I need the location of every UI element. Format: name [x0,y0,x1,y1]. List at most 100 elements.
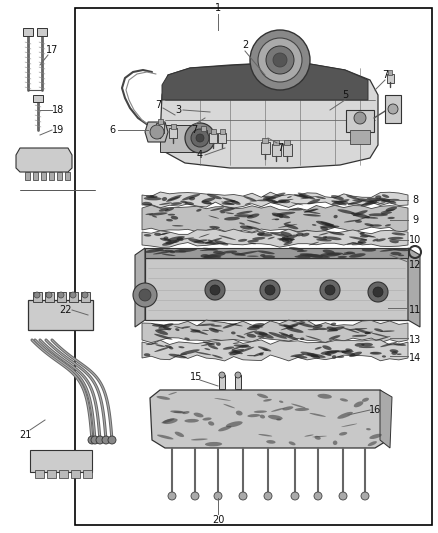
Text: 20: 20 [212,515,224,525]
Ellipse shape [237,335,245,338]
Ellipse shape [197,324,215,326]
Ellipse shape [243,196,256,201]
Bar [171,124,176,129]
Ellipse shape [279,235,298,241]
Ellipse shape [325,223,334,225]
Ellipse shape [247,220,261,224]
Ellipse shape [208,345,218,349]
Circle shape [70,292,76,298]
Ellipse shape [307,329,319,330]
Circle shape [373,287,383,297]
Ellipse shape [279,400,283,403]
Polygon shape [142,205,408,233]
Ellipse shape [233,344,251,348]
Bar [346,110,374,132]
Ellipse shape [279,332,289,336]
Ellipse shape [312,224,316,226]
Ellipse shape [226,212,234,214]
Ellipse shape [370,352,382,354]
Bar [284,140,290,145]
Ellipse shape [165,240,178,244]
Ellipse shape [273,201,286,204]
Ellipse shape [214,240,229,246]
Polygon shape [145,248,408,258]
Ellipse shape [201,203,214,204]
Ellipse shape [331,200,347,205]
Ellipse shape [346,252,355,254]
Ellipse shape [231,332,236,334]
Ellipse shape [281,334,298,340]
Ellipse shape [144,197,162,200]
Ellipse shape [142,202,152,206]
Ellipse shape [145,213,153,215]
Ellipse shape [154,334,173,340]
Ellipse shape [276,418,281,421]
Ellipse shape [173,411,183,413]
Ellipse shape [144,234,151,237]
Ellipse shape [167,236,185,241]
Ellipse shape [168,392,177,395]
Ellipse shape [233,353,240,355]
Circle shape [210,285,220,295]
Ellipse shape [247,334,256,338]
Circle shape [191,492,199,500]
Ellipse shape [144,353,150,357]
Ellipse shape [160,238,172,241]
Text: 11: 11 [409,305,421,315]
Circle shape [388,104,398,114]
Ellipse shape [300,253,323,258]
Ellipse shape [271,408,285,412]
Ellipse shape [152,215,157,217]
Polygon shape [16,148,72,172]
Ellipse shape [277,238,295,240]
Ellipse shape [222,203,235,205]
Ellipse shape [154,233,161,236]
Circle shape [46,292,52,298]
Ellipse shape [364,223,374,227]
Ellipse shape [286,327,304,333]
Ellipse shape [211,325,222,327]
Ellipse shape [254,410,267,413]
Ellipse shape [240,225,253,230]
Text: 7: 7 [155,100,161,110]
Bar [272,144,281,156]
Ellipse shape [158,323,173,329]
Ellipse shape [290,354,305,357]
Bar [350,130,370,144]
Ellipse shape [365,332,370,334]
Ellipse shape [204,253,226,258]
Circle shape [235,372,241,378]
Ellipse shape [358,241,363,244]
Ellipse shape [367,198,386,201]
Bar [35,470,44,478]
Ellipse shape [159,203,172,205]
Ellipse shape [282,239,290,243]
Ellipse shape [296,233,304,236]
Circle shape [102,436,110,444]
Ellipse shape [223,323,237,328]
Ellipse shape [252,323,265,327]
Bar [169,128,177,138]
Ellipse shape [310,413,326,417]
Ellipse shape [201,198,215,203]
Bar [28,300,93,330]
Bar [261,142,270,154]
Ellipse shape [337,412,353,419]
Ellipse shape [221,201,234,205]
Ellipse shape [372,239,378,241]
Ellipse shape [382,356,386,358]
Ellipse shape [335,350,354,352]
Ellipse shape [180,349,200,354]
Ellipse shape [148,212,168,215]
Text: 7: 7 [382,70,388,80]
Ellipse shape [162,254,176,256]
Ellipse shape [331,199,350,205]
Ellipse shape [374,328,383,332]
Ellipse shape [342,350,350,353]
Polygon shape [380,390,392,448]
Ellipse shape [254,331,268,336]
Ellipse shape [304,434,314,437]
Ellipse shape [347,201,362,205]
Bar [47,470,56,478]
Ellipse shape [249,326,263,328]
